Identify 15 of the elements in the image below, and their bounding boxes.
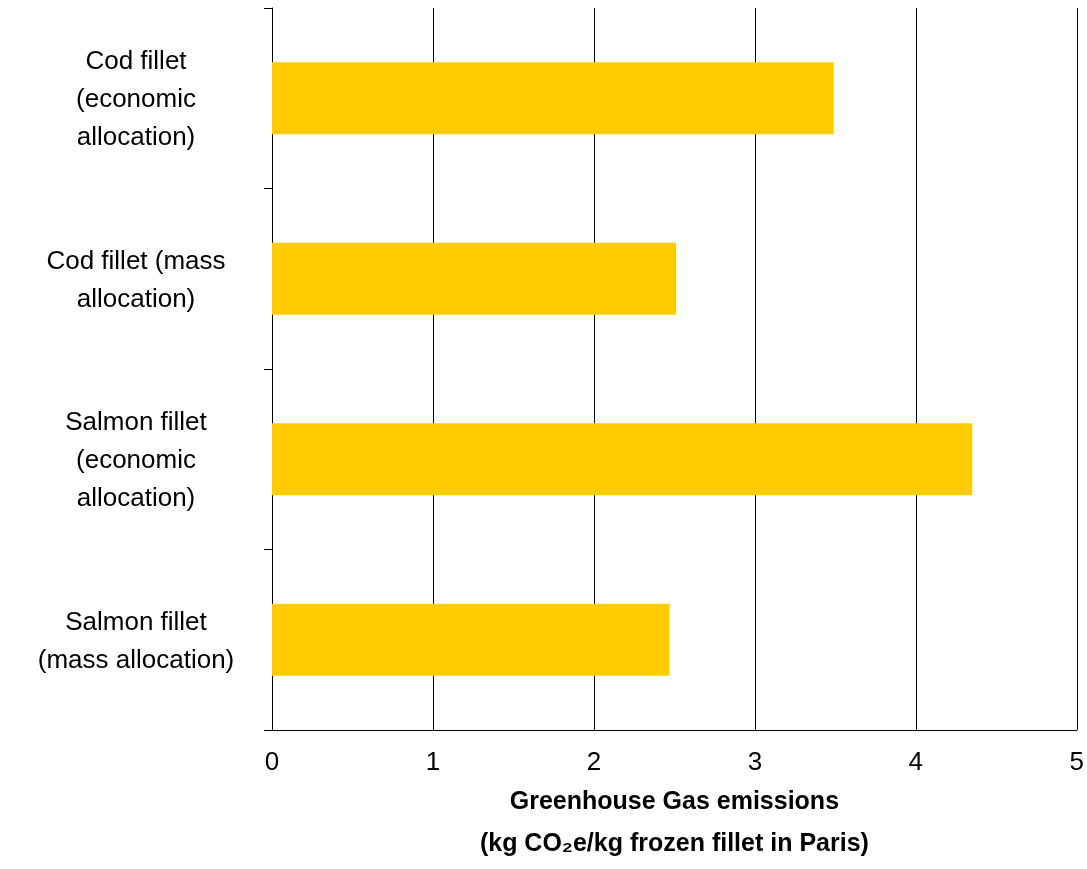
x-tick-label: 2 <box>586 746 602 776</box>
y-tick-label: Salmon fillet (mass allocation) <box>37 605 235 674</box>
bar <box>272 603 670 676</box>
x-tick-label: 3 <box>747 746 763 776</box>
x-tick-label: 5 <box>1069 746 1084 776</box>
x-tick-label: 4 <box>908 746 924 776</box>
y-tick-label: Salmon fillet (economic allocation) <box>65 406 208 513</box>
bar <box>272 242 676 315</box>
x-axis-title: Greenhouse Gas emissions (kg CO₂e/kg frozen fillet in Paris) <box>479 785 869 856</box>
y-tick-label: Cod fillet (mass allocation) <box>46 244 226 313</box>
bar <box>272 62 834 135</box>
x-tick-label: 0 <box>264 746 280 776</box>
x-tick-label: 1 <box>425 746 441 776</box>
y-tick-label: Cod fillet (economic allocation) <box>76 45 196 152</box>
bar <box>272 423 973 496</box>
